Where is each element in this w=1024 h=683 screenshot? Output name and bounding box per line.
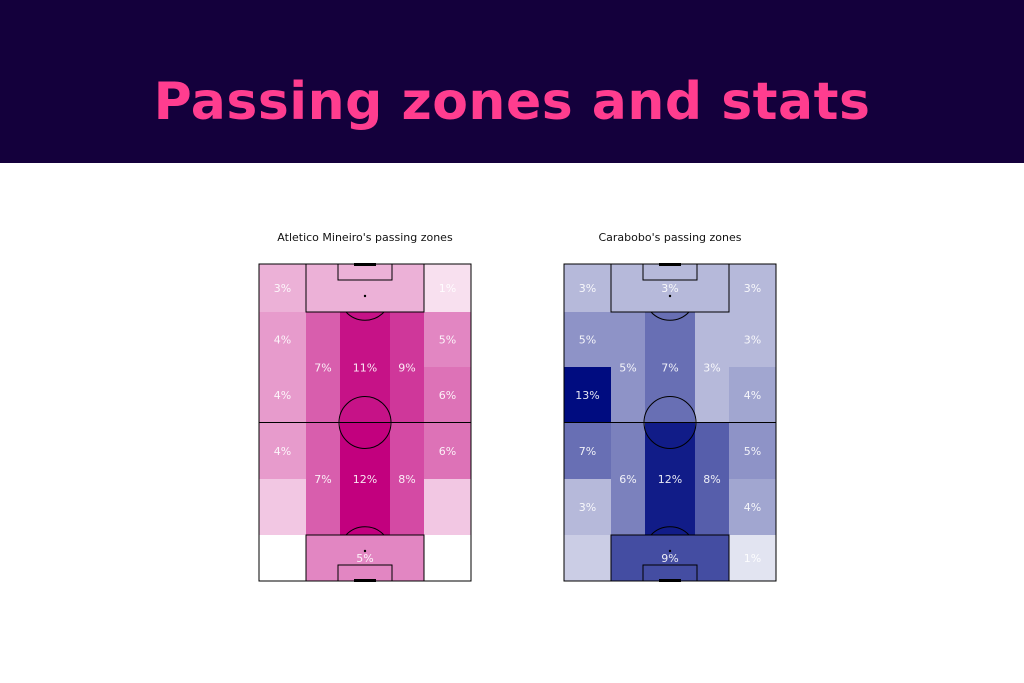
zone-label-R-r3: 6% xyxy=(439,389,456,402)
zone-cell-R-r1 xyxy=(424,264,471,312)
zone-label-R-r5: 4% xyxy=(744,501,761,514)
zone-cell-L-r3 xyxy=(259,367,306,423)
zone-cell-HL-bot xyxy=(306,423,340,535)
pitch-title-atletico: Atletico Mineiro's passing zones xyxy=(277,231,453,244)
zone-label-R-r4: 5% xyxy=(744,445,761,458)
zone-label-R-r4: 6% xyxy=(439,445,456,458)
zone-cell-R-r4 xyxy=(729,423,776,479)
zone-label-L-r6: 0% xyxy=(274,552,291,565)
zone-cell-C-bot xyxy=(645,423,695,535)
zone-label-HR-bot: 8% xyxy=(703,473,720,486)
zone-cell-R-r3 xyxy=(424,367,471,423)
zone-cell-C-r1 xyxy=(611,264,729,312)
penalty-spot-bottom xyxy=(668,549,672,553)
zone-label-C-top: 11% xyxy=(353,362,377,375)
zone-cell-HL-bot xyxy=(611,423,645,535)
zone-label-L-r3: 4% xyxy=(274,389,291,402)
zone-cell-R-r2 xyxy=(729,312,776,367)
zone-label-C-r1: 3% xyxy=(661,282,678,295)
zone-label-R-r1: 1% xyxy=(439,282,456,295)
zone-label-L-r4: 4% xyxy=(274,445,291,458)
zone-cell-L-r1 xyxy=(564,264,611,312)
header-banner: Passing zones and stats xyxy=(0,0,1024,163)
penalty-arc-bottom xyxy=(650,526,690,536)
penalty-arc-bottom xyxy=(345,526,385,536)
zone-label-HL-top: 5% xyxy=(619,362,636,375)
center-circle xyxy=(643,396,697,449)
zone-label-C-bot: 12% xyxy=(658,473,682,486)
zone-label-HR-bot: 8% xyxy=(398,473,415,486)
zone-cell-R-r6 xyxy=(424,535,471,581)
zone-label-C-r6: 5% xyxy=(356,552,373,565)
zone-cell-C-bot xyxy=(340,423,390,535)
zone-label-HL-top: 7% xyxy=(314,362,331,375)
penalty-spot-top xyxy=(668,294,672,298)
zone-cell-L-r4 xyxy=(259,423,306,479)
zone-cell-HR-top xyxy=(390,312,424,423)
penalty-arc-top xyxy=(345,311,385,321)
zone-cell-L-r6 xyxy=(564,535,611,581)
zone-label-L-r2: 5% xyxy=(579,334,596,347)
zone-cell-R-r4 xyxy=(424,423,471,479)
penalty-spot-top xyxy=(363,294,367,298)
zone-cell-L-r5 xyxy=(259,479,306,535)
zone-cell-HL-top xyxy=(611,312,645,423)
zone-label-L-r1: 3% xyxy=(274,282,291,295)
zone-cell-L-r2 xyxy=(564,312,611,367)
zone-label-C-bot: 12% xyxy=(353,473,377,486)
zone-label-HL-bot: 7% xyxy=(314,473,331,486)
zone-label-R-r2: 5% xyxy=(439,334,456,347)
zone-label-L-r5: 3% xyxy=(579,501,596,514)
zone-cell-C-r6 xyxy=(611,535,729,581)
zone-label-L-r3: 13% xyxy=(575,389,599,402)
pitch-lines-atletico xyxy=(258,263,472,582)
zone-cell-C-top xyxy=(340,312,390,423)
zone-cell-C-r1 xyxy=(306,264,424,312)
pitch-title-carabobo: Carabobo's passing zones xyxy=(598,231,741,244)
penalty-spot-bottom xyxy=(363,549,367,553)
zone-label-HR-top: 3% xyxy=(703,362,720,375)
zone-cell-HR-bot xyxy=(695,423,729,535)
zone-label-L-r4: 7% xyxy=(579,445,596,458)
zone-cell-L-r6 xyxy=(259,535,306,581)
zone-cell-HR-top xyxy=(695,312,729,423)
zone-label-R-r2: 3% xyxy=(744,334,761,347)
zone-cell-L-r4 xyxy=(564,423,611,479)
zone-cell-L-r1 xyxy=(259,264,306,312)
zone-cell-L-r2 xyxy=(259,312,306,367)
zone-label-C-top: 7% xyxy=(661,362,678,375)
zone-label-R-r6: 0% xyxy=(439,552,456,565)
zone-cell-R-r5 xyxy=(729,479,776,535)
zone-label-R-r6: 1% xyxy=(744,552,761,565)
zone-cell-R-r5 xyxy=(424,479,471,535)
zone-label-HL-bot: 6% xyxy=(619,473,636,486)
zone-cell-R-r1 xyxy=(729,264,776,312)
zone-label-C-r6: 9% xyxy=(661,552,678,565)
zone-label-HR-top: 9% xyxy=(398,362,415,375)
zone-cell-R-r3 xyxy=(729,367,776,423)
pitch-lines-carabobo xyxy=(563,263,777,582)
zone-cell-HL-top xyxy=(306,312,340,423)
pitch-carabobo: Carabobo's passing zones 3% 3% 3% 5% 3% 13% 4% 5… xyxy=(563,231,777,582)
page-title: Passing zones and stats xyxy=(153,72,871,132)
zone-cell-C-r6 xyxy=(306,535,424,581)
zone-cell-L-r3 xyxy=(564,367,611,423)
zone-label-R-r1: 3% xyxy=(744,282,761,295)
pitch-atletico: Atletico Mineiro's passing zones 3% 1% 4% 5%… xyxy=(258,231,472,582)
zone-cell-C-top xyxy=(645,312,695,423)
zone-cell-HR-bot xyxy=(390,423,424,535)
penalty-arc-top xyxy=(650,311,690,321)
zone-cell-L-r5 xyxy=(564,479,611,535)
zone-label-L-r2: 4% xyxy=(274,334,291,347)
zone-cell-R-r6 xyxy=(729,535,776,581)
zone-label-L-r1: 3% xyxy=(579,282,596,295)
zone-cell-R-r2 xyxy=(424,312,471,367)
zone-label-R-r3: 4% xyxy=(744,389,761,402)
center-circle xyxy=(338,396,392,449)
